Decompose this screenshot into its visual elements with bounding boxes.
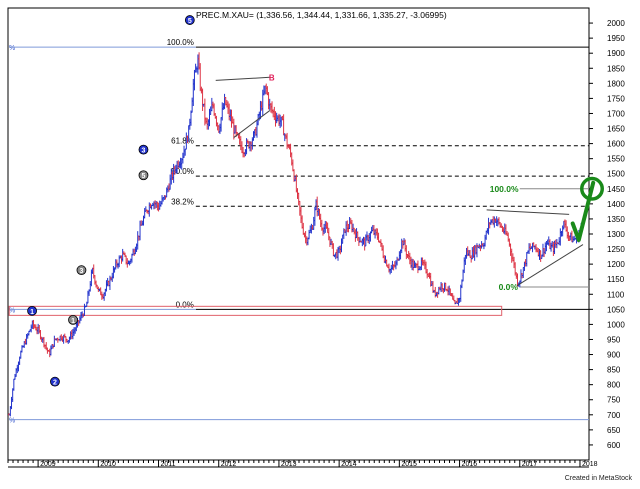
wave-label-circle <box>138 144 149 155</box>
x-tick-label: 2016 <box>462 461 478 468</box>
y-tick-label: 1350 <box>607 215 625 224</box>
target-fib-label: 100.0% <box>490 184 519 194</box>
footer-credit: Created in MetaStock <box>564 475 632 482</box>
y-tick-label: 1800 <box>607 79 625 88</box>
y-tick-label: 650 <box>607 426 621 435</box>
wave-label: 2 <box>53 380 57 387</box>
x-tick-label: 2013 <box>281 461 297 468</box>
wave-label: 1 <box>71 318 75 325</box>
y-tick-label: 1150 <box>607 275 625 284</box>
wave-label: B <box>269 73 275 82</box>
trendline <box>486 209 570 215</box>
y-tick-label: 1850 <box>607 64 625 73</box>
y-tick-label: 600 <box>607 441 621 450</box>
x-tick-label: 2015 <box>401 461 417 468</box>
target-circle <box>580 176 604 201</box>
wave-label: 5 <box>188 18 192 25</box>
checkmark-annotation <box>570 180 596 242</box>
x-tick-label: 2011 <box>161 461 176 468</box>
y-tick-label: 1900 <box>607 49 625 58</box>
left-percent-marker: % <box>9 45 15 52</box>
wave-label: 1 <box>30 309 34 316</box>
wave-label: 3 <box>142 148 146 155</box>
y-tick-label: 1050 <box>607 305 625 314</box>
wave-label-circle <box>184 15 195 25</box>
fib-level-label: 61.8% <box>171 137 194 146</box>
y-tick-label: 1250 <box>607 245 625 254</box>
y-tick-label: 1450 <box>607 185 625 194</box>
y-tick-label: 1700 <box>607 109 625 118</box>
y-tick-label: 1100 <box>607 290 625 299</box>
y-tick-label: 1600 <box>607 140 625 149</box>
y-tick-label: 700 <box>607 411 621 420</box>
x-tick-label: 2018 <box>582 461 598 468</box>
y-tick-label: 1750 <box>607 94 625 103</box>
wave-label: 5 <box>142 173 146 180</box>
y-tick-label: 1200 <box>607 260 625 269</box>
chart-title: PREC.M.XAU= (1,336.56, 1,344.44, 1,331.6… <box>196 10 447 20</box>
target-fib-label: 0.0% <box>499 282 519 292</box>
wave-label-circle <box>50 376 60 387</box>
fib-level-label: 38.2% <box>171 197 194 206</box>
fib-level-label: 50.0% <box>171 167 194 176</box>
y-tick-label: 750 <box>607 396 621 405</box>
wave-label-circle <box>138 170 149 181</box>
x-tick-label: 2017 <box>522 461 538 468</box>
wave-label-circle <box>76 265 87 276</box>
trendline <box>215 76 270 81</box>
y-tick-label: 1550 <box>607 155 625 164</box>
y-tick-label: 850 <box>607 366 621 375</box>
y-tick-label: 1000 <box>607 320 625 329</box>
y-tick-label: 1950 <box>607 34 625 43</box>
x-tick-label: 2014 <box>341 461 357 468</box>
y-tick-label: 1650 <box>607 125 625 134</box>
y-tick-label: 2000 <box>607 19 625 28</box>
trendline <box>233 110 271 138</box>
wave-label-circle <box>27 305 37 316</box>
left-percent-marker: % <box>9 418 15 425</box>
y-tick-label: 900 <box>607 351 621 360</box>
y-tick-label: 1500 <box>607 170 625 179</box>
y-tick-label: 950 <box>607 335 621 344</box>
left-percent-marker: % <box>9 307 15 314</box>
y-tick-label: 1300 <box>607 230 625 239</box>
x-tick-label: 2009 <box>40 461 56 468</box>
y-tick-label: 800 <box>607 381 621 390</box>
x-tick-label: 2012 <box>221 461 237 468</box>
trendline <box>516 244 584 287</box>
x-tick-label: 2010 <box>100 461 116 468</box>
y-tick-label: 1400 <box>607 200 625 209</box>
wave-label-circle <box>68 314 78 325</box>
fib-level-label: 100.0% <box>167 38 194 47</box>
support-zone-rect <box>8 305 503 316</box>
fib-level-label: 0.0% <box>176 300 194 309</box>
wave-label: 3 <box>79 268 83 275</box>
plot-frame <box>7 7 590 461</box>
